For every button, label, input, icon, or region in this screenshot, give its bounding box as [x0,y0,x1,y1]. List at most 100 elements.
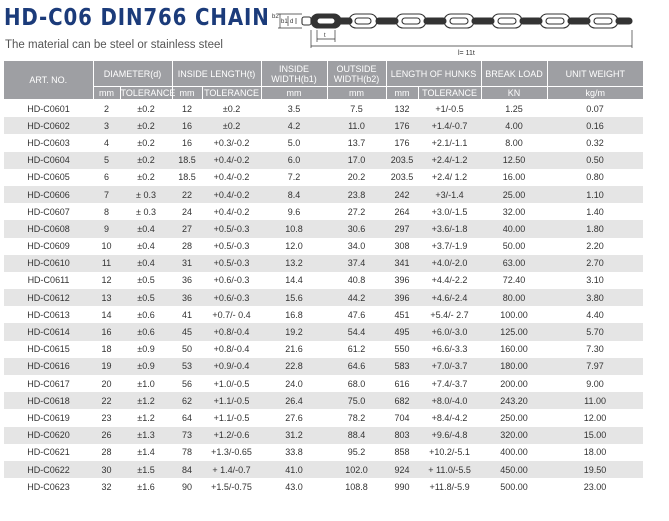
cell-diameter-tolerance: ±1.4 [120,443,173,461]
cell-inside-width-mm: 27.6 [261,409,328,427]
cell-hunks-length-mm: 308 [386,237,419,255]
cell-inside-length-mm: 28 [172,237,203,255]
cell-inside-length-tolerance: +1.2/-0.6 [202,426,262,444]
cell-inside-length-tolerance: +1.1/-0.5 [202,392,262,410]
cell-break-load-kn: 25.00 [481,185,548,204]
subheader-unit-weight-kgm: kg/m [547,86,644,100]
cell-inside-length-mm: 90 [172,478,203,496]
cell-diameter-mm: 8 [93,203,120,221]
cell-inside-width-mm: 10.8 [261,220,328,238]
cell-break-load-kn: 72.40 [481,271,548,290]
cell-break-load-kn: 4.00 [481,117,548,135]
cell-hunks-tolerance: +4.4/-2.2 [418,271,482,290]
cell-inside-length-tolerance: +0.8/-0.4 [202,340,262,358]
cell-inside-length-tolerance: +0.4/-0.2 [202,168,262,186]
cell-break-load-kn: 180.00 [481,357,548,375]
cell-diameter-mm: 18 [93,340,120,358]
cell-diameter-mm: 32 [93,478,120,496]
cell-inside-length-mm: 27 [172,220,203,238]
table-row: HD-C0617 20 ±1.0 56 +1.0/-0.5 24.0 68.0 616 +7.4… [4,375,644,393]
cell-hunks-tolerance: +2.4/-1.2 [418,151,482,169]
cell-inside-length-mm: 36 [172,289,203,307]
table-row: HD-C0619 23 ±1.2 64 +1.1/-0.5 27.6 78.2 704 +8.4… [4,409,644,427]
specification-table: ART. NO. DIAMETER(d) INSIDE LENGTH(t) IN… [4,61,644,496]
cell-art-no: HD-C0610 [4,254,93,272]
cell-hunks-tolerance: +1.4/-0.7 [418,117,482,135]
table-row: HD-C0608 9 ±0.4 27 +0.5/-0.3 10.8 30.6 297 +3.6/… [4,220,644,238]
cell-diameter-tolerance: ±1.2 [120,409,173,427]
cell-unit-weight-kgm: 12.00 [547,409,644,427]
cell-diameter-tolerance: ±0.4 [120,254,173,272]
cell-outside-width-mm: 64.6 [327,357,387,375]
cell-inside-width-mm: 13.2 [261,254,328,272]
cell-diameter-mm: 9 [93,220,120,238]
subheader-inside-width-mm: mm [261,86,328,100]
cell-inside-length-tolerance: +0.7/- 0.4 [202,306,262,324]
header-diameter: DIAMETER(d) [93,61,173,87]
cell-inside-length-tolerance: +0.5/-0.3 [202,237,262,255]
cell-art-no: HD-C0620 [4,426,93,444]
cell-inside-width-mm: 7.2 [261,168,328,186]
cell-diameter-mm: 5 [93,151,120,169]
cell-diameter-tolerance: ±0.2 [120,134,173,152]
table-row: HD-C0610 11 ±0.4 31 +0.5/-0.3 13.2 37.4 341 +4.0… [4,254,644,272]
cell-inside-width-mm: 4.2 [261,117,328,135]
cell-diameter-mm: 19 [93,357,120,375]
cell-hunks-length-mm: 616 [386,375,419,393]
cell-inside-length-mm: 31 [172,254,203,272]
cell-inside-length-mm: 18.5 [172,168,203,186]
cell-inside-width-mm: 8.4 [261,185,328,204]
cell-hunks-tolerance: +3.7/-1.9 [418,237,482,255]
cell-diameter-mm: 22 [93,392,120,410]
cell-inside-length-mm: 53 [172,357,203,375]
cell-inside-width-mm: 43.0 [261,478,328,496]
cell-diameter-tolerance: ± 0.3 [120,203,173,221]
table-body: HD-C0601 2 ±0.2 12 ±0.2 3.5 7.5 132 +1/-0.5 1.25 0… [4,99,644,496]
cell-inside-length-tolerance: +0.4/-0.2 [202,203,262,221]
cell-diameter-tolerance: ±0.9 [120,357,173,375]
cell-break-load-kn: 16.00 [481,168,548,186]
cell-inside-width-mm: 6.0 [261,151,328,169]
cell-break-load-kn: 40.00 [481,220,548,238]
cell-diameter-tolerance: ±0.6 [120,306,173,324]
cell-outside-width-mm: 95.2 [327,443,387,461]
cell-break-load-kn: 160.00 [481,340,548,358]
cell-inside-length-mm: 24 [172,203,203,221]
cell-unit-weight-kgm: 23.00 [547,478,644,496]
cell-diameter-mm: 4 [93,134,120,152]
cell-inside-length-tolerance: +0.5/-0.3 [202,254,262,272]
cell-art-no: HD-C0607 [4,203,93,221]
cell-break-load-kn: 50.00 [481,237,548,255]
cell-outside-width-mm: 78.2 [327,409,387,427]
subheader-length-tolerance: TOLERANCE [202,86,262,100]
table-row: HD-C0623 32 ±1.6 90 +1.5/-0.75 43.0 108.8 990 +1… [4,478,644,496]
cell-inside-width-mm: 15.6 [261,289,328,307]
cell-diameter-tolerance: ±0.9 [120,340,173,358]
cell-unit-weight-kgm: 4.40 [547,306,644,324]
cell-art-no: HD-C0623 [4,478,93,496]
cell-art-no: HD-C0621 [4,443,93,461]
cell-break-load-kn: 12.50 [481,151,548,169]
cell-inside-length-mm: 36 [172,271,203,290]
cell-unit-weight-kgm: 7.97 [547,357,644,375]
cell-outside-width-mm: 54.4 [327,323,387,341]
cell-outside-width-mm: 75.0 [327,392,387,410]
cell-hunks-length-mm: 858 [386,443,419,461]
cell-inside-length-mm: 16 [172,134,203,152]
cell-hunks-length-mm: 396 [386,271,419,290]
cell-hunks-tolerance: +2.1/-1.1 [418,134,482,152]
cell-inside-length-mm: 64 [172,409,203,427]
cell-hunks-length-mm: 132 [386,99,419,118]
cell-art-no: HD-C0616 [4,357,93,375]
subheader-outside-width-mm: mm [327,86,387,100]
cell-inside-width-mm: 12.0 [261,237,328,255]
cell-art-no: HD-C0602 [4,117,93,135]
cell-unit-weight-kgm: 5.70 [547,323,644,341]
cell-hunks-length-mm: 682 [386,392,419,410]
cell-hunks-length-mm: 495 [386,323,419,341]
cell-inside-length-tolerance: +0.5/-0.3 [202,220,262,238]
cell-hunks-tolerance: +2.4/ 1.2 [418,168,482,186]
table-row: HD-C0601 2 ±0.2 12 ±0.2 3.5 7.5 132 +1/-0.5 1.25 0… [4,99,644,118]
cell-hunks-length-mm: 297 [386,220,419,238]
table-row: HD-C0605 6 ±0.2 18.5 +0.4/-0.2 7.2 20.2 203.5 +2… [4,168,644,186]
